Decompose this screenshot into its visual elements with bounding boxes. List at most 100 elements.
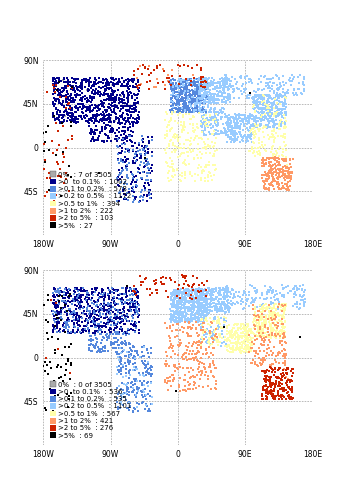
Point [225, 284, 230, 292]
Point [57, 292, 62, 300]
Point [165, 70, 171, 78]
Point [284, 174, 290, 182]
Point [198, 338, 203, 346]
Point [213, 134, 219, 141]
Point [73, 82, 79, 90]
Point [206, 309, 211, 317]
Point [169, 124, 175, 132]
Point [91, 78, 97, 86]
Point [194, 106, 200, 114]
Point [205, 304, 211, 312]
Point [201, 112, 207, 120]
Point [269, 320, 274, 328]
Point [222, 308, 228, 316]
Point [278, 116, 283, 124]
Point [187, 142, 193, 150]
Point [69, 104, 75, 112]
Point [102, 116, 108, 124]
Point [263, 332, 269, 340]
Point [215, 96, 221, 104]
Point [214, 308, 220, 316]
Point [215, 289, 221, 297]
Point [146, 186, 152, 194]
Point [178, 118, 184, 126]
Point [51, 112, 57, 120]
Point [178, 91, 183, 99]
Point [191, 94, 197, 102]
Point [267, 93, 272, 101]
Point [186, 91, 192, 99]
Point [172, 308, 178, 316]
Point [237, 340, 243, 348]
Point [199, 176, 204, 184]
Point [119, 144, 125, 152]
Point [188, 316, 194, 324]
Point [205, 84, 211, 92]
Point [51, 387, 56, 395]
Point [70, 96, 75, 104]
Point [200, 94, 205, 102]
Point [97, 128, 103, 136]
Point [200, 115, 205, 123]
Point [198, 122, 204, 130]
Point [201, 331, 207, 339]
Point [167, 334, 173, 342]
Point [56, 98, 61, 106]
Point [132, 104, 137, 112]
Point [139, 142, 144, 150]
Point [211, 330, 216, 338]
Point [89, 117, 94, 125]
Point [219, 298, 225, 306]
Point [196, 298, 202, 306]
Point [110, 74, 115, 82]
Point [78, 288, 84, 296]
Point [273, 108, 279, 116]
Point [190, 89, 196, 97]
Point [280, 352, 286, 360]
Point [269, 310, 274, 318]
Point [132, 75, 137, 83]
Point [192, 75, 197, 83]
Point [145, 65, 151, 73]
Point [144, 346, 150, 354]
Point [187, 137, 193, 145]
Point [219, 74, 225, 82]
Point [228, 118, 233, 126]
Point [198, 78, 204, 86]
Point [179, 292, 184, 300]
Point [129, 188, 135, 196]
Point [131, 282, 137, 290]
Point [202, 91, 208, 99]
Point [219, 88, 224, 96]
Point [186, 76, 192, 84]
Point [266, 91, 272, 99]
Point [280, 99, 286, 107]
Point [268, 312, 273, 320]
Point [140, 61, 146, 69]
Point [255, 312, 261, 320]
Point [97, 290, 102, 298]
Point [89, 102, 94, 110]
Point [148, 362, 153, 370]
Point [91, 112, 96, 120]
Point [264, 388, 270, 396]
Point [127, 130, 132, 138]
Point [229, 286, 235, 294]
Point [262, 304, 268, 312]
Point [115, 300, 120, 308]
Point [282, 173, 288, 181]
Point [272, 133, 277, 141]
Point [265, 123, 271, 131]
Point [166, 362, 172, 370]
Point [91, 134, 96, 141]
Point [277, 142, 282, 150]
Point [107, 84, 112, 92]
Point [127, 76, 133, 84]
Point [116, 330, 121, 338]
Point [86, 78, 92, 86]
Point [170, 80, 176, 88]
Point [168, 289, 174, 297]
Point [116, 96, 121, 104]
Point [69, 300, 74, 308]
Point [84, 110, 89, 118]
